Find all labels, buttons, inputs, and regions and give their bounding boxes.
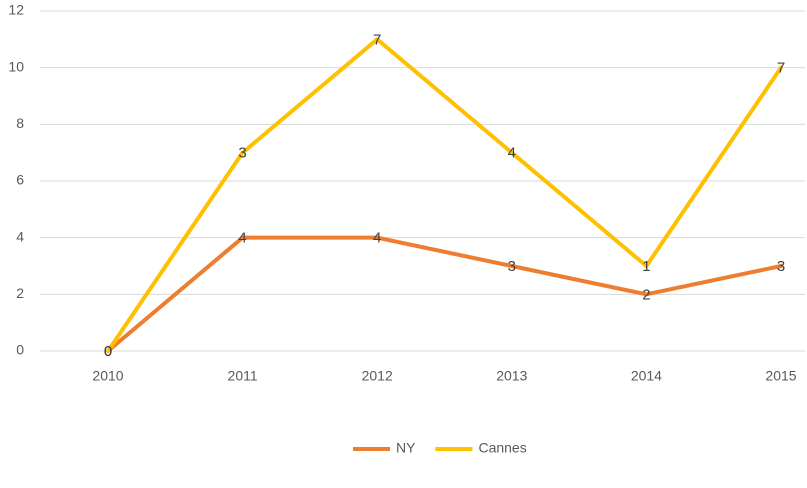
legend-label: Cannes (478, 440, 526, 456)
x-tick-label: 2010 (92, 368, 123, 384)
data-label: 3 (238, 145, 246, 162)
data-label: 3 (777, 258, 785, 275)
data-label: 7 (373, 31, 381, 48)
y-tick-label: 8 (16, 115, 24, 131)
data-label: 0 (104, 343, 112, 360)
data-label: 0 (104, 343, 112, 360)
x-tick-label: 2011 (228, 368, 258, 384)
data-label: 4 (508, 145, 516, 162)
y-tick-label: 12 (8, 2, 24, 18)
x-tick-label: 2013 (496, 368, 527, 384)
x-tick-label: 2012 (362, 368, 393, 384)
y-tick-label: 4 (16, 228, 24, 244)
data-label: 7 (777, 60, 785, 77)
legend-label: NY (396, 440, 416, 456)
y-tick-label: 2 (16, 285, 24, 301)
data-label: 3 (508, 258, 516, 275)
data-label: 4 (238, 230, 246, 247)
y-tick-label: 0 (16, 342, 24, 358)
x-tick-label: 2015 (765, 368, 796, 384)
line (106, 235, 783, 353)
data-label: 4 (373, 230, 381, 247)
line (106, 37, 783, 353)
data-label: 2 (642, 286, 650, 303)
data-label: 1 (642, 258, 650, 275)
y-tick-label: 10 (8, 58, 24, 74)
y-tick-label: 6 (16, 172, 24, 188)
x-tick-label: 2014 (631, 368, 662, 384)
